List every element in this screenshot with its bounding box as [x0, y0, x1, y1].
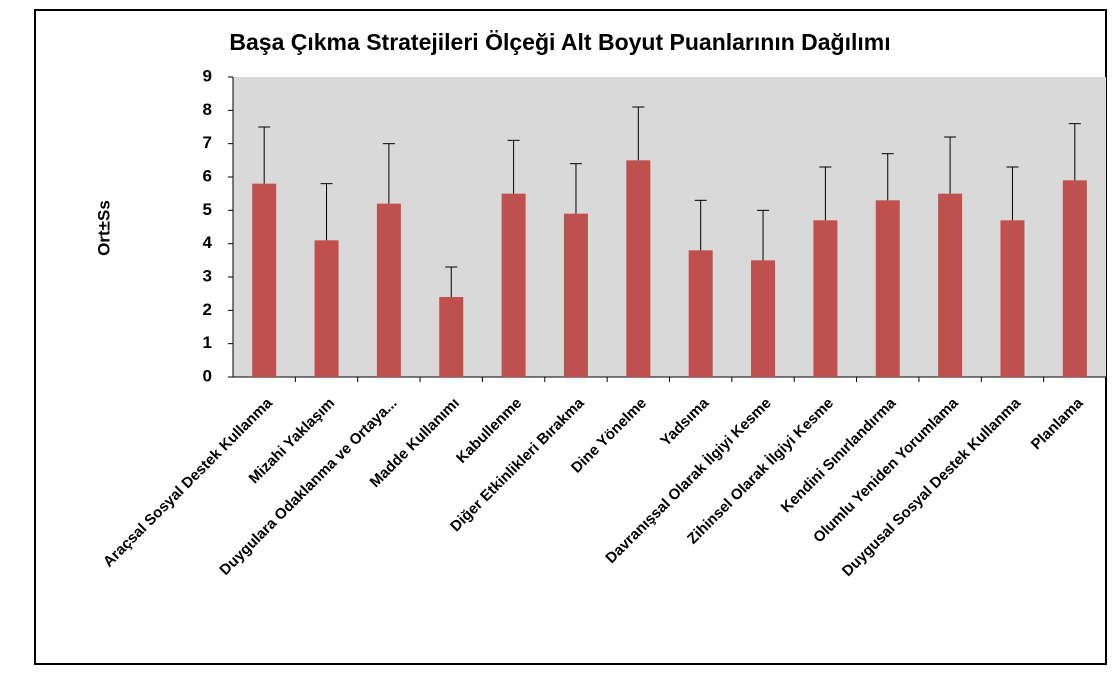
y-tick-label: 0	[203, 366, 212, 385]
error-bar	[819, 166, 832, 221]
bar	[813, 220, 838, 377]
y-tick-label: 6	[203, 166, 212, 185]
chart-title: Başa Çıkma Stratejileri Ölçeği Alt Boyut…	[229, 29, 890, 55]
bar	[1000, 220, 1025, 377]
error-bar	[1068, 123, 1081, 181]
y-axis-label: Ort±Ss	[94, 200, 113, 256]
bar	[626, 160, 651, 377]
error-bar	[445, 266, 458, 297]
error-bar	[507, 139, 520, 194]
bar	[314, 240, 339, 377]
error-bar	[569, 163, 582, 214]
y-tick-label: 2	[203, 300, 212, 319]
bar	[1062, 180, 1087, 377]
y-tick-label: 5	[203, 200, 212, 219]
error-bar	[258, 126, 271, 184]
error-bar	[757, 209, 770, 261]
bar	[938, 193, 963, 377]
error-bar	[944, 136, 957, 194]
y-tick-label: 4	[203, 233, 213, 252]
bar	[751, 260, 776, 377]
bar	[439, 297, 464, 377]
error-bar	[382, 143, 395, 204]
error-bar	[694, 199, 707, 251]
y-tick-label: 1	[203, 333, 212, 352]
bar	[252, 183, 277, 377]
y-tick-label: 9	[203, 66, 212, 85]
bar	[563, 213, 588, 377]
bar	[376, 203, 401, 377]
error-bar	[1006, 166, 1019, 221]
y-tick-label: 3	[203, 266, 212, 285]
bar	[875, 200, 900, 377]
y-tick-label: 8	[203, 100, 212, 119]
bar	[501, 193, 526, 377]
error-bar	[320, 183, 333, 241]
y-tick-label: 7	[203, 133, 212, 152]
error-bar	[881, 153, 894, 201]
bar	[688, 250, 713, 377]
error-bar	[632, 106, 645, 161]
plot-area	[233, 77, 1106, 377]
